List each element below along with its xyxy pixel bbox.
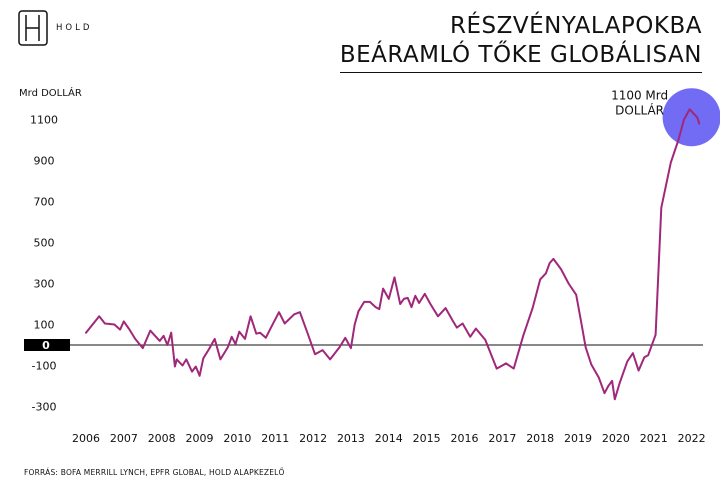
- y-tick-label: 300: [34, 278, 55, 291]
- series-line: [85, 108, 701, 401]
- x-tick-label: 2011: [261, 432, 289, 445]
- peak-highlight-circle: [662, 88, 720, 147]
- source-note: FORRÁS: BOFA MERRILL LYNCH, EPFR GLOBAL,…: [24, 468, 285, 477]
- y-tick-label: -100: [32, 360, 57, 373]
- x-tick-label: 2016: [451, 432, 479, 445]
- x-tick-label: 2008: [148, 432, 176, 445]
- x-tick-label: 2021: [640, 432, 668, 445]
- y-axis-unit-label: Mrd DOLLÁR: [19, 88, 82, 99]
- hold-logo-mark: [18, 10, 48, 46]
- x-tick-label: 2017: [488, 432, 516, 445]
- title-line-1: RÉSZVÉNYALAPOKBA: [450, 13, 702, 39]
- y-tick-label: 0: [42, 339, 50, 352]
- chart-title: RÉSZVÉNYALAPOKBA BEÁRAMLÓ TŐKE GLOBÁLISA…: [339, 12, 702, 73]
- x-tick-label: 2010: [223, 432, 251, 445]
- y-tick-label: 500: [34, 237, 55, 250]
- x-tick-label: 2014: [375, 432, 403, 445]
- x-tick-label: 2006: [72, 432, 100, 445]
- x-tick-label: 2018: [526, 432, 554, 445]
- y-tick-label: -300: [32, 401, 57, 414]
- x-tick-label: 2009: [186, 432, 214, 445]
- peak-annotation-line-2: DOLLÁR: [615, 102, 664, 117]
- y-tick-label: 700: [34, 196, 55, 209]
- x-tick-label: 2015: [413, 432, 441, 445]
- y-tick-label: 1100: [30, 114, 58, 127]
- y-tick-label: 100: [34, 319, 55, 332]
- x-tick-label: 2019: [564, 432, 592, 445]
- peak-annotation-line-1: 1100 Mrd: [611, 88, 668, 102]
- logo-text: HOLD: [56, 23, 93, 33]
- x-tick-label: 2020: [602, 432, 630, 445]
- x-tick-label: 2013: [337, 432, 365, 445]
- title-line-2: BEÁRAMLÓ TŐKE GLOBÁLISAN: [339, 41, 702, 73]
- x-tick-label: 2012: [299, 432, 327, 445]
- x-tick-label: 2007: [110, 432, 138, 445]
- zero-label-box: [24, 339, 70, 351]
- hold-logo: HOLD: [18, 10, 92, 46]
- y-tick-label: 900: [34, 155, 55, 168]
- x-tick-label: 2022: [678, 432, 706, 445]
